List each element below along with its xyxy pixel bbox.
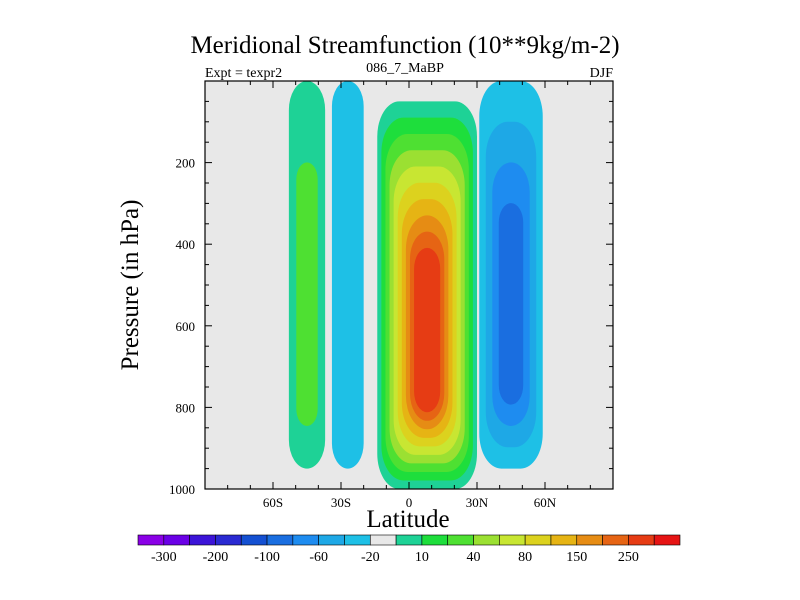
colorbar-label: 150 (566, 550, 587, 565)
y-tick-label: 200 (176, 156, 196, 171)
nh-negative-cell-level-4 (498, 203, 524, 405)
x-axis-title: Latitude (366, 506, 449, 533)
colorbar: -300 -200 -100 -60 -20 10 40 80 150 250 (137, 534, 681, 565)
colorbar-box (653, 534, 681, 546)
chart-title: Meridional Streamfunction (10**9kg/m-2) (190, 32, 619, 59)
sh-polar-positive-cell-level-2 (296, 162, 318, 426)
colorbar-box (550, 534, 578, 546)
colorbar-label: -100 (254, 550, 280, 565)
colorbar-label: -20 (361, 550, 380, 565)
colorbar-box (628, 534, 655, 546)
colorbar-box (266, 534, 294, 546)
colorbar-box (215, 534, 242, 546)
colorbar-box (292, 534, 319, 546)
x-tick-label: 30S (331, 495, 351, 510)
colorbar-label: 10 (415, 550, 429, 565)
colorbar-box (576, 534, 603, 546)
colorbar-box (344, 534, 371, 546)
colorbar-box (395, 534, 423, 546)
colorbar-box (240, 534, 268, 546)
y-axis: 200 400 600 800 1000 (169, 80, 613, 497)
y-axis-title: Pressure (in hPa) (117, 200, 144, 371)
y-tick-label: 1000 (169, 482, 195, 497)
colorbar-box (602, 534, 629, 546)
colorbar-label: 250 (618, 550, 639, 565)
colorbar-box (189, 534, 216, 546)
sh-negative-cell-level-1 (331, 81, 364, 469)
x-tick-label: 0 (406, 495, 413, 510)
colorbar-box (163, 534, 190, 546)
y-tick-label: 800 (176, 400, 196, 415)
x-tick-label: 60S (263, 495, 283, 510)
colorbar-label: 80 (518, 550, 532, 565)
x-axis: 60S 30S 0 30N 60N (204, 81, 614, 510)
y-tick-label: 400 (176, 237, 196, 252)
colorbar-box (137, 534, 165, 546)
colorbar-box (499, 534, 526, 546)
colorbar-label: -60 (309, 550, 328, 565)
x-tick-label: 30N (466, 495, 489, 510)
colorbar-label: -300 (151, 550, 177, 565)
x-tick-label: 60N (534, 495, 557, 510)
colorbar-label: -200 (203, 550, 229, 565)
contour-fills (288, 81, 543, 490)
colorbar-box (421, 534, 449, 546)
colorbar-box (473, 534, 500, 546)
experiment-label: Expt = texpr2 (205, 66, 282, 81)
period-label: 086_7_MaBP (366, 61, 444, 76)
colorbar-box (369, 534, 397, 546)
colorbar-box (318, 534, 345, 546)
y-tick-label: 600 (176, 319, 196, 334)
colorbar-label: 40 (467, 550, 481, 565)
colorbar-box (524, 534, 552, 546)
season-label: DJF (590, 66, 614, 81)
colorbar-box (447, 534, 474, 546)
hadley-positive-cell-level-10 (414, 247, 441, 413)
